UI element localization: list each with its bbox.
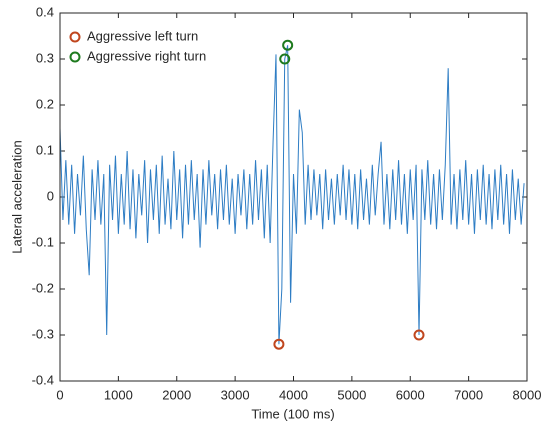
event-marker xyxy=(279,53,291,65)
y-tick-label: 0.4 xyxy=(36,4,54,19)
legend-marker xyxy=(69,51,81,63)
y-tick-label: -0.4 xyxy=(32,372,54,387)
signal-line xyxy=(59,45,525,345)
y-axis-label: Lateral acceleration xyxy=(9,140,24,253)
event-marker xyxy=(413,329,425,341)
x-tick-label: 0 xyxy=(56,387,63,402)
legend-label: Aggressive right turn xyxy=(87,48,206,63)
x-tick-label: 4000 xyxy=(279,387,308,402)
x-tick-label: 5000 xyxy=(337,387,366,402)
x-tick-label: 8000 xyxy=(513,387,542,402)
x-tick-label: 7000 xyxy=(454,387,483,402)
event-marker xyxy=(282,39,294,51)
y-tick-label: 0.2 xyxy=(36,96,54,111)
x-tick-label: 3000 xyxy=(221,387,250,402)
y-tick-label: -0.1 xyxy=(32,234,54,249)
x-tick-label: 1000 xyxy=(104,387,133,402)
x-tick-label: 6000 xyxy=(396,387,425,402)
event-marker xyxy=(273,338,285,350)
y-tick-label: -0.2 xyxy=(32,280,54,295)
legend-label: Aggressive left turn xyxy=(87,28,198,43)
y-tick-label: -0.3 xyxy=(32,326,54,341)
y-tick-label: 0.3 xyxy=(36,50,54,65)
axes-box xyxy=(59,12,528,382)
legend-marker xyxy=(69,31,81,43)
y-tick-label: 0.1 xyxy=(36,142,54,157)
x-tick-label: 2000 xyxy=(162,387,191,402)
y-tick-label: 0 xyxy=(47,188,54,203)
x-axis-label: Time (100 ms) xyxy=(251,406,334,421)
